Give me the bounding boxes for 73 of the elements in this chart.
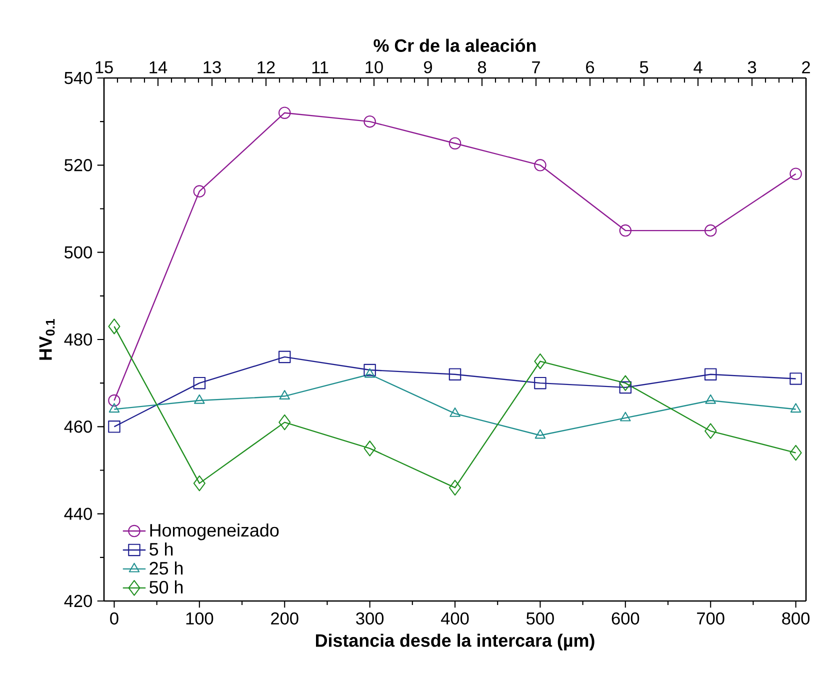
x2-tick-label: 13 bbox=[204, 61, 221, 74]
point bbox=[108, 394, 120, 407]
point bbox=[790, 403, 802, 413]
point bbox=[278, 350, 291, 364]
point bbox=[108, 318, 120, 334]
point bbox=[790, 168, 802, 180]
point bbox=[790, 372, 802, 385]
point bbox=[705, 394, 716, 404]
point bbox=[534, 159, 546, 172]
x-tick-label: 200 bbox=[271, 612, 298, 625]
point bbox=[619, 224, 632, 237]
y-tick-label: 460 bbox=[64, 420, 92, 433]
point bbox=[108, 420, 120, 433]
point bbox=[534, 353, 546, 370]
legend-label: Homogeneizado bbox=[150, 524, 279, 540]
x-tick-label: 700 bbox=[697, 612, 724, 625]
point bbox=[450, 407, 460, 417]
x2-tick-label: 12 bbox=[258, 61, 275, 74]
point bbox=[534, 429, 546, 439]
legend-label: 5 h bbox=[150, 542, 173, 556]
point bbox=[279, 390, 290, 400]
point bbox=[364, 364, 376, 376]
y-tick-label: 520 bbox=[64, 159, 92, 172]
point bbox=[704, 224, 717, 237]
x2-tick-label: 6 bbox=[586, 61, 594, 74]
point bbox=[704, 368, 717, 380]
y-axis-title: HV$_{0.1}$ bbox=[39, 318, 55, 360]
point bbox=[193, 185, 206, 198]
point bbox=[364, 368, 376, 378]
x2-tick-label: 11 bbox=[312, 61, 328, 74]
point bbox=[278, 106, 291, 119]
y-tick-label: 540 bbox=[64, 72, 92, 84]
point bbox=[108, 403, 120, 413]
point bbox=[193, 376, 206, 390]
x2-tick-label: 8 bbox=[478, 61, 486, 74]
point bbox=[619, 381, 632, 394]
point bbox=[620, 412, 631, 422]
x-tick-label: 100 bbox=[186, 612, 214, 625]
y-tick-label: 480 bbox=[64, 333, 92, 346]
x-tick-label: 400 bbox=[440, 612, 469, 625]
x2-tick-label: 14 bbox=[150, 61, 168, 74]
y-tick-label: 500 bbox=[64, 246, 92, 258]
legend-label: 50 h bbox=[150, 580, 183, 594]
point bbox=[364, 115, 376, 128]
point bbox=[364, 440, 376, 456]
point bbox=[534, 376, 546, 390]
y-tick-label: 420 bbox=[64, 594, 92, 608]
x2-tick-label: 9 bbox=[424, 61, 432, 74]
x2-tick-label: 2 bbox=[802, 61, 810, 74]
x2-axis-title: % Cr de la aleación bbox=[374, 38, 536, 52]
point bbox=[194, 394, 205, 404]
x2-tick-label: 3 bbox=[748, 61, 756, 74]
x-axis-title: Distancia desde la intercara (µm) bbox=[316, 634, 594, 650]
x-tick-label: 300 bbox=[356, 612, 384, 625]
point bbox=[790, 444, 802, 461]
legend-label: 25 h bbox=[150, 561, 183, 575]
x2-tick-label: 7 bbox=[532, 61, 540, 74]
x2-tick-label: 4 bbox=[694, 61, 702, 74]
x-tick-label: 800 bbox=[782, 612, 810, 625]
point bbox=[193, 475, 206, 492]
y-tick-label: 440 bbox=[64, 508, 92, 520]
x-tick-label: 0 bbox=[110, 612, 118, 625]
point bbox=[448, 368, 462, 380]
point bbox=[704, 423, 717, 439]
x2-tick-label: 10 bbox=[366, 61, 383, 74]
point bbox=[619, 375, 632, 391]
x2-tick-label: 15 bbox=[96, 61, 113, 74]
x-tick-label: 500 bbox=[526, 612, 554, 625]
point bbox=[448, 480, 462, 496]
point bbox=[448, 137, 462, 150]
x2-tick-label: 5 bbox=[640, 61, 648, 74]
x-tick-label: 600 bbox=[612, 612, 640, 625]
point bbox=[278, 414, 291, 430]
